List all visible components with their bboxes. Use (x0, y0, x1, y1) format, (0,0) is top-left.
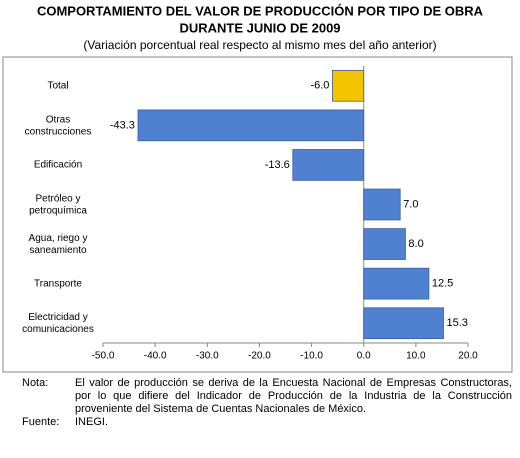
y-tick-label: Otras construcciones (25, 114, 92, 137)
source-label: Fuente: (22, 416, 60, 428)
x-tick-label: -20.0 (248, 351, 271, 362)
source-text: INEGI. (75, 416, 109, 428)
bar (363, 188, 401, 221)
value-label: 12.5 (432, 278, 453, 290)
x-tick-label: -30.0 (196, 351, 219, 362)
x-tick-label: -10.0 (300, 351, 323, 362)
y-tick-label: Transporte (34, 278, 82, 289)
bar (332, 69, 365, 102)
x-tick-label: 20.0 (458, 351, 478, 362)
note-label: Nota: (22, 377, 49, 389)
x-tick-label: -50.0 (92, 351, 115, 362)
value-label: 15.3 (446, 317, 467, 329)
value-label: 8.0 (408, 238, 423, 250)
value-label: -6.0 (310, 80, 329, 92)
y-tick-label: Petróleo y petroquímica (29, 193, 87, 216)
x-tick-label: -40.0 (144, 351, 167, 362)
y-tick-label: Edificación (34, 160, 82, 171)
chart-title: DURANTE JUNIO DE 2009 (179, 20, 340, 35)
bar (363, 307, 444, 340)
value-label: -43.3 (110, 119, 135, 131)
x-tick-label: 10.0 (406, 351, 426, 362)
bar (363, 228, 406, 260)
bar (363, 267, 430, 300)
bar (137, 109, 365, 142)
chart: COMPORTAMIENTO DEL VALOR DE PRODUCCIÓN P… (2, 3, 513, 373)
y-tick-label: Agua, riego y saneamiento (29, 233, 88, 256)
bar (292, 149, 365, 181)
y-tick-label: Total (47, 80, 68, 91)
chart-subtitle: (Variación porcentual real respecto al m… (83, 38, 436, 52)
value-label: -13.6 (265, 159, 290, 171)
y-tick-label: Electricidad y comunicaciones (22, 312, 94, 335)
note-row: Nota: El valor de producción se deriva de… (22, 377, 512, 416)
value-label: 7.0 (403, 198, 418, 210)
chart-frame (2, 56, 513, 373)
notes: Nota: El valor de producción se deriva de… (22, 377, 512, 429)
x-tick-label: 0.0 (357, 351, 371, 362)
chart-title: COMPORTAMIENTO DEL VALOR DE PRODUCCIÓN P… (37, 3, 484, 18)
source-row: Fuente: INEGI. (22, 416, 512, 429)
note-text: El valor de producción se deriva de la E… (75, 377, 512, 415)
